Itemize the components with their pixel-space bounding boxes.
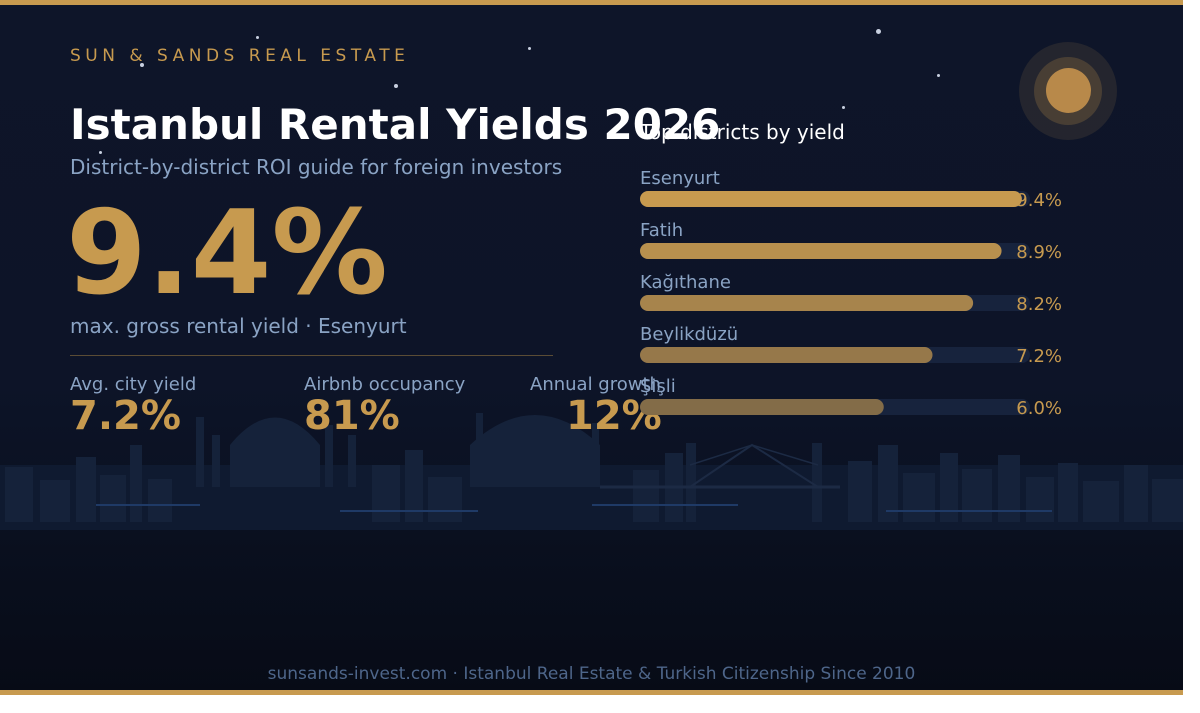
star (140, 63, 144, 67)
hero-label: max. gross rental yield · Esenyurt (70, 314, 407, 338)
category-label: Beylikdüzü (640, 324, 738, 345)
bar (640, 191, 1022, 207)
stat-label-growth: Annual growth (530, 374, 661, 395)
moon-icon (1046, 68, 1091, 113)
bar (640, 399, 884, 415)
divider (70, 355, 553, 356)
data-label: 8.2% (1016, 294, 1062, 315)
category-label: Fatih (640, 220, 683, 241)
star (842, 106, 845, 109)
stat-label-occupancy: Airbnb occupancy (304, 374, 466, 395)
page-title: Istanbul Rental Yields 2026 (70, 100, 721, 149)
stat-value-occupancy: 81% (304, 393, 400, 439)
data-label: 6.0% (1016, 398, 1062, 419)
stat-value-avg-yield: 7.2% (70, 393, 181, 439)
top-accent-bar (0, 0, 1183, 5)
page-subtitle: District-by-district ROI guide for forei… (70, 155, 563, 179)
star (876, 29, 881, 34)
star (937, 74, 940, 77)
data-label: 9.4% (1016, 190, 1062, 211)
category-label: Esenyurt (640, 168, 720, 189)
footer-text: sunsands-invest.com · Istanbul Real Esta… (267, 664, 916, 684)
category-label: Şişli (640, 376, 676, 397)
brand-name: SUN & SANDS REAL ESTATE (70, 46, 410, 66)
bar (640, 295, 974, 311)
stat-label-avg-yield: Avg. city yield (70, 374, 197, 395)
skyline-silhouette (0, 413, 1183, 530)
data-label: 7.2% (1016, 346, 1062, 367)
chart-title: Top districts by yield (639, 120, 845, 144)
star (528, 47, 531, 50)
bar (640, 347, 933, 363)
hero-value: 9.4% (66, 186, 388, 321)
category-label: Kağıthane (640, 272, 731, 293)
star (394, 84, 398, 88)
data-label: 8.9% (1016, 242, 1062, 263)
bottom-accent-bar (0, 690, 1183, 695)
infographic-card: SUN & SANDS REAL ESTATE Istanbul Rental … (0, 0, 1183, 695)
bar (640, 243, 1002, 259)
district-yield-chart: Top districts by yield Esenyurt 9.4% Fatih… (639, 120, 1062, 419)
star (256, 36, 259, 39)
star (99, 151, 102, 154)
